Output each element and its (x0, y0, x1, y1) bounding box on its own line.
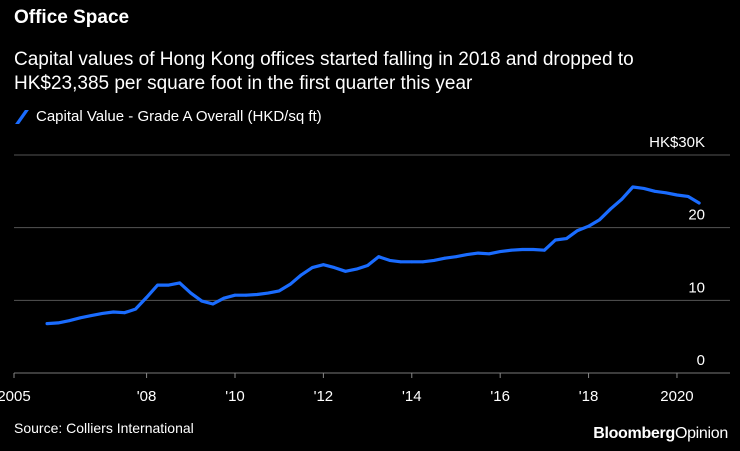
data-point (598, 218, 601, 222)
data-point (653, 189, 657, 193)
x-tick-label: 2020 (660, 388, 693, 405)
data-point (554, 238, 557, 242)
x-axis: 2005 '08 '10 '12 '14 '16 '18 2020 (0, 373, 694, 405)
data-point (112, 310, 115, 314)
data-point (609, 207, 613, 211)
chart-title: Office Space (14, 7, 130, 28)
legend-label: Capital Value - Grade A Overall (HKD/sq … (36, 108, 322, 125)
series-line-capital-value (45, 185, 701, 326)
data-point (366, 264, 369, 267)
x-tick-label: '18 (579, 388, 599, 405)
series-layer (45, 185, 701, 326)
data-point (310, 266, 314, 269)
y-axis-labels: HK$30K 20 10 0 (649, 134, 705, 369)
data-point (498, 250, 502, 254)
data-point (200, 299, 204, 303)
data-point (631, 185, 635, 189)
data-point (620, 197, 624, 201)
data-point (675, 193, 679, 197)
data-point (543, 248, 546, 252)
x-tick-label: '14 (402, 388, 422, 405)
data-point (587, 224, 590, 228)
data-point (410, 260, 414, 264)
data-point (531, 248, 535, 251)
data-point (454, 255, 458, 259)
data-point (642, 187, 646, 190)
data-point (67, 319, 71, 323)
data-point (222, 296, 226, 300)
y-tick-label: HK$30K (649, 134, 705, 151)
data-point (576, 229, 579, 233)
data-point (145, 296, 149, 299)
data-point (167, 283, 171, 287)
data-point (89, 314, 93, 317)
data-point (465, 253, 469, 256)
data-point (322, 263, 325, 267)
data-point (134, 307, 137, 311)
data-point (333, 266, 336, 269)
data-point (421, 260, 425, 264)
data-point (520, 248, 524, 251)
data-point (443, 256, 447, 260)
data-point (189, 291, 193, 295)
data-point (565, 237, 568, 241)
data-point (45, 322, 49, 325)
data-point (156, 283, 160, 287)
x-tick-label: '16 (490, 388, 510, 405)
x-tick-label: '10 (225, 388, 245, 405)
data-point (288, 282, 292, 286)
data-point (299, 273, 303, 277)
brand-main: Bloomberg (593, 425, 675, 442)
gridlines (14, 154, 730, 374)
data-point (211, 302, 215, 306)
data-point (664, 191, 668, 195)
data-point (233, 293, 237, 297)
x-tick-label: '08 (137, 388, 157, 405)
data-point (344, 269, 347, 273)
data-point (244, 293, 248, 297)
data-point (266, 291, 270, 295)
data-point (509, 248, 513, 252)
x-tick-label: '12 (314, 388, 334, 405)
data-point (697, 201, 701, 205)
x-tick-label: 2005 (0, 388, 31, 405)
data-point (399, 260, 403, 264)
data-point (56, 321, 60, 325)
data-point (388, 259, 392, 262)
data-point (178, 281, 182, 285)
data-point (78, 316, 82, 320)
data-point (377, 255, 380, 259)
data-point (355, 267, 358, 271)
data-point (101, 312, 104, 315)
chart-subtitle: Capital values of Hong Kong offices star… (14, 49, 634, 94)
data-point (277, 289, 281, 293)
y-tick-label: 10 (688, 279, 705, 296)
y-tick-label: 0 (697, 352, 705, 369)
brand-suffix: Opinion (674, 425, 728, 442)
data-point (476, 251, 480, 255)
bloomberg-opinion-logo: BloombergOpinion (593, 425, 728, 443)
data-point (487, 252, 491, 256)
data-point (123, 311, 126, 315)
legend: Capital Value - Grade A Overall (HKD/sq … (14, 108, 322, 125)
data-point (686, 195, 690, 198)
y-tick-label: 20 (688, 207, 705, 224)
data-point (255, 293, 259, 296)
data-point (432, 259, 436, 262)
source-note: Source: Colliers International (14, 420, 194, 436)
